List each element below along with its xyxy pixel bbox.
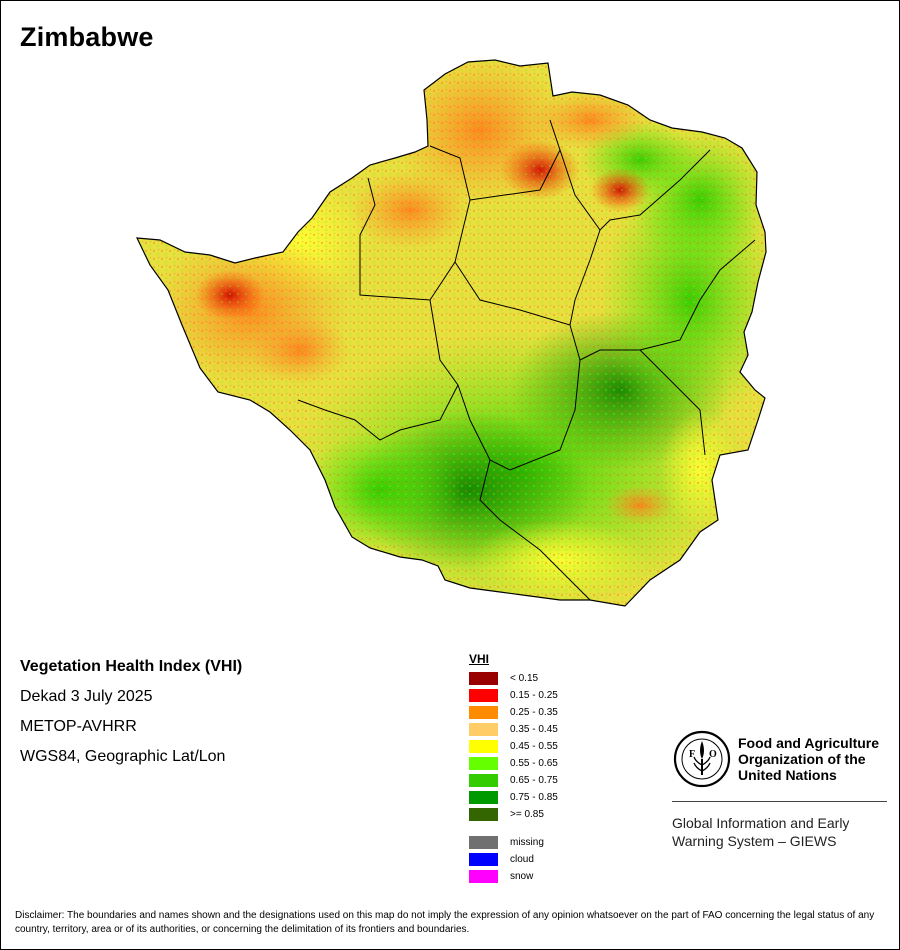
legend-swatch — [469, 853, 498, 866]
legend-label: missing — [510, 837, 544, 848]
sensor-label: METOP-AVHRR — [20, 718, 137, 735]
legend-swatch — [469, 870, 498, 883]
fao-divider — [672, 801, 887, 802]
legend-swatch — [469, 791, 498, 804]
period-label: Dekad 3 July 2025 — [20, 688, 153, 705]
legend-label: 0.75 - 0.85 — [510, 792, 558, 803]
fao-name: Food and Agriculture Organization of the… — [738, 735, 879, 783]
legend-item: 0.55 - 0.65 — [469, 757, 558, 770]
legend-item-snow: snow — [469, 870, 533, 883]
vhi-raster — [137, 60, 766, 606]
map-info: Vegetation Health Index (VHI) Dekad 3 Ju… — [20, 656, 242, 776]
projection-label: WGS84, Geographic Lat/Lon — [20, 748, 226, 765]
legend-label: 0.55 - 0.65 — [510, 758, 558, 769]
legend-swatch — [469, 723, 498, 736]
legend-label: >= 0.85 — [510, 809, 544, 820]
legend-swatch — [469, 689, 498, 702]
legend-label: < 0.15 — [510, 673, 539, 684]
province-boundaries — [297, 119, 756, 601]
legend-label: 0.65 - 0.75 — [510, 775, 558, 786]
legend-swatch — [469, 808, 498, 821]
index-title: Vegetation Health Index (VHI) — [20, 658, 243, 675]
fao-logo-letter-o: O — [709, 749, 717, 760]
legend-label: cloud — [510, 854, 534, 865]
giews-label: Global Information and Early Warning Sys… — [672, 814, 849, 850]
legend-item: 0.65 - 0.75 — [469, 774, 558, 787]
legend-label: 0.25 - 0.35 — [510, 707, 558, 718]
legend-item: 0.15 - 0.25 — [469, 689, 558, 702]
legend-label: snow — [510, 871, 534, 882]
fao-name-line3: United Nations — [738, 767, 837, 783]
legend-item: 0.75 - 0.85 — [469, 791, 558, 804]
legend-item-cloud: cloud — [469, 853, 534, 866]
map-title: Zimbabwe — [20, 22, 154, 52]
legend-title: VHI — [469, 652, 490, 666]
fao-logo-icon: F O — [672, 729, 732, 794]
legend-swatch — [469, 836, 498, 849]
giews-line2: Warning System – GIEWS — [672, 833, 837, 849]
legend-item: 0.45 - 0.55 — [469, 740, 558, 753]
legend-swatch — [469, 740, 498, 753]
disclaimer: Disclaimer: The boundaries and names sho… — [15, 910, 875, 935]
legend-label: 0.35 - 0.45 — [510, 724, 558, 735]
giews-line1: Global Information and Early — [672, 815, 850, 831]
legend-swatch — [469, 774, 498, 787]
legend-item: 0.35 - 0.45 — [469, 723, 558, 736]
fao-name-line2: Organization of the — [738, 751, 866, 767]
legend-item: 0.25 - 0.35 — [469, 706, 558, 719]
fao-logo-letter-f: F — [689, 749, 695, 760]
fao-name-line1: Food and Agriculture — [738, 735, 880, 751]
legend-swatch — [469, 757, 498, 770]
vhi-map — [136, 59, 767, 607]
legend-item: >= 0.85 — [469, 808, 544, 821]
legend-label: 0.45 - 0.55 — [510, 741, 558, 752]
legend-item-missing: missing — [469, 836, 544, 849]
legend-swatch — [469, 706, 498, 719]
legend-label: 0.15 - 0.25 — [510, 690, 558, 701]
legend-item: < 0.15 — [469, 672, 538, 685]
vhi-legend: VHI < 0.15 0.15 - 0.25 0.25 - 0.35 0.35 … — [469, 652, 558, 883]
map-area — [136, 59, 767, 607]
legend-swatch — [469, 672, 498, 685]
